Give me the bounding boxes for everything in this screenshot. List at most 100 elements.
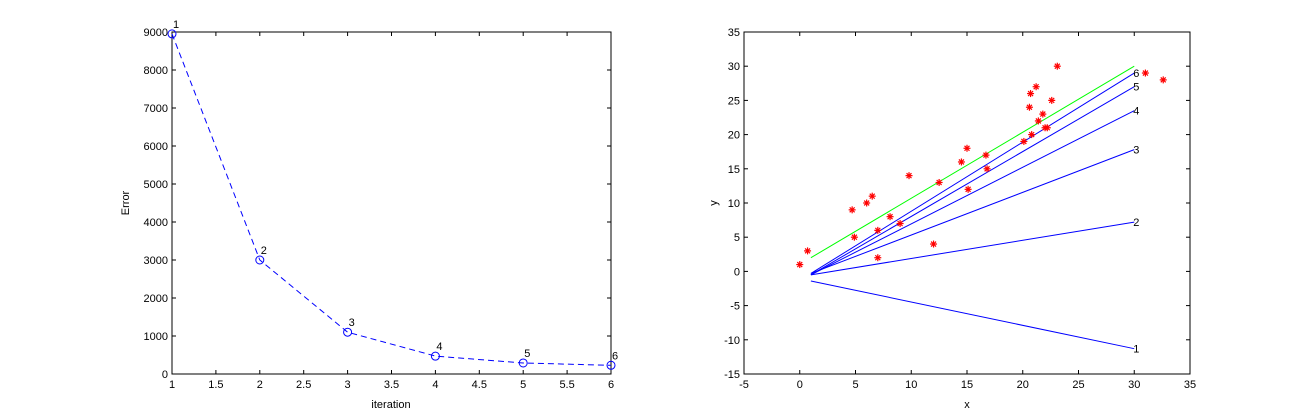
regression-plot-ytick-label: -5 — [730, 301, 740, 313]
data-point — [796, 261, 804, 269]
regression-plot-ytick-label: 5 — [734, 232, 740, 244]
data-point — [1032, 83, 1040, 91]
fit-line-final — [810, 65, 1135, 259]
error-plot-xtick-label: 1 — [169, 379, 175, 391]
data-point — [868, 192, 876, 200]
regression-plot-ytick-label: 10 — [728, 198, 740, 210]
data-point — [1048, 96, 1056, 104]
data-point — [874, 254, 882, 262]
regression-plot-xlabel: x — [964, 399, 970, 411]
error-plot-xtick-label: 3.5 — [384, 379, 399, 391]
data-point — [886, 213, 894, 221]
regression-plot-ytick-label: 15 — [728, 164, 740, 176]
error-point-label: 6 — [612, 350, 618, 362]
data-point — [963, 144, 971, 152]
error-plot-ytick-label: 7000 — [144, 103, 168, 115]
error-plot-xtick-label: 4.5 — [472, 379, 487, 391]
regression-plot-axes-box — [743, 31, 1191, 375]
data-point — [1043, 124, 1051, 132]
error-plot-xtick-label: 4 — [432, 379, 438, 391]
fit-line-label: 1 — [1133, 344, 1139, 356]
error-plot-ytick-label: 9000 — [144, 27, 168, 39]
error-point-marker — [255, 255, 265, 265]
error-plot-ytick-label: 4000 — [144, 217, 168, 229]
error-plot-series: 1 2 3 4 5 6 — [167, 19, 618, 370]
regression-plot-xtick-label: 10 — [905, 379, 917, 391]
data-point — [1034, 117, 1042, 125]
fit-line-5 — [810, 86, 1135, 276]
error-point-marker — [343, 327, 353, 337]
error-plot-ytick-label: 6000 — [144, 141, 168, 153]
data-point — [1020, 137, 1028, 145]
error-series-line — [171, 33, 612, 366]
error-point-marker — [167, 29, 177, 39]
error-plot-xtick-label: 2 — [257, 379, 263, 391]
data-point — [957, 158, 965, 166]
data-point — [1025, 103, 1033, 111]
regression-plot-xtick-label: 30 — [1128, 379, 1140, 391]
data-point — [930, 240, 938, 248]
error-plot-axes-box — [171, 31, 612, 375]
error-plot-xtick-label: 5.5 — [559, 379, 574, 391]
error-point-label: 2 — [261, 245, 267, 257]
regression-plot-points — [796, 62, 1167, 269]
error-plot-ytick-label: 2000 — [144, 293, 168, 305]
data-point — [850, 233, 858, 241]
data-point — [848, 206, 856, 214]
error-plot-ticks: 1 1.5 2 2.5 3 3.5 4 4.5 5 5.5 6 0 1000 2000 3000 4000 50… — [144, 27, 615, 391]
data-point — [982, 151, 990, 159]
regression-plot-xtick-label: 35 — [1184, 379, 1196, 391]
fit-line-label: 6 — [1133, 68, 1139, 80]
data-point — [935, 178, 943, 186]
data-point — [874, 226, 882, 234]
data-point — [1159, 76, 1167, 84]
error-plot-ytick-label: 0 — [162, 369, 168, 381]
error-plot-ylabel: Error — [120, 190, 132, 215]
error-point-marker — [430, 351, 440, 361]
error-plot-xtick-label: 5 — [520, 379, 526, 391]
regression-plot-ytick-label: -15 — [724, 369, 740, 381]
error-point-label: 4 — [436, 341, 442, 353]
regression-plot-xtick-label: -5 — [739, 379, 749, 391]
fit-line-6 — [810, 72, 1135, 274]
regression-plot-ytick-label: 0 — [734, 266, 740, 278]
regression-plot-xtick-label: 0 — [797, 379, 803, 391]
regression-plot-ylabel: y — [708, 200, 720, 206]
fit-line-1 — [810, 280, 1135, 350]
error-point-label: 1 — [173, 19, 179, 31]
fit-line-label: 4 — [1133, 106, 1139, 118]
regression-plot-xtick-label: 15 — [961, 379, 973, 391]
data-point — [983, 165, 991, 173]
data-point — [905, 172, 913, 180]
regression-plot-xtick-label: 5 — [852, 379, 858, 391]
error-plot-xtick-label: 1.5 — [208, 379, 223, 391]
regression-plot-ytick-label: 30 — [728, 61, 740, 73]
data-point — [1028, 131, 1036, 139]
fit-line-3 — [810, 149, 1135, 274]
regression-plot-lines: 1 2 3 4 5 6 — [810, 65, 1139, 356]
regression-plot-ytick-label: 20 — [728, 130, 740, 142]
data-point — [964, 185, 972, 193]
regression-plot-ytick-label: -10 — [724, 335, 740, 347]
regression-plot-ytick-label: 35 — [728, 27, 740, 39]
error-plot-ytick-label: 3000 — [144, 255, 168, 267]
fit-line-2 — [810, 221, 1135, 276]
fit-line-4 — [810, 110, 1135, 276]
fit-line-label: 5 — [1133, 82, 1139, 94]
error-plot-xlabel: iteration — [371, 399, 410, 411]
error-plot: 1 1.5 2 2.5 3 3.5 4 4.5 5 5.5 6 0 1000 2000 3000 4000 50… — [120, 19, 618, 411]
data-point — [1141, 69, 1149, 77]
error-plot-ytick-label: 1000 — [144, 331, 168, 343]
data-point — [863, 199, 871, 207]
fit-line-label: 2 — [1133, 217, 1139, 229]
data-point — [1039, 110, 1047, 118]
fit-line-label: 3 — [1133, 145, 1139, 157]
error-point-label: 5 — [524, 348, 530, 360]
regression-plot-ytick-label: 25 — [728, 95, 740, 107]
regression-plot-xtick-label: 20 — [1017, 379, 1029, 391]
error-plot-ytick-label: 5000 — [144, 179, 168, 191]
error-point-marker — [606, 360, 616, 370]
